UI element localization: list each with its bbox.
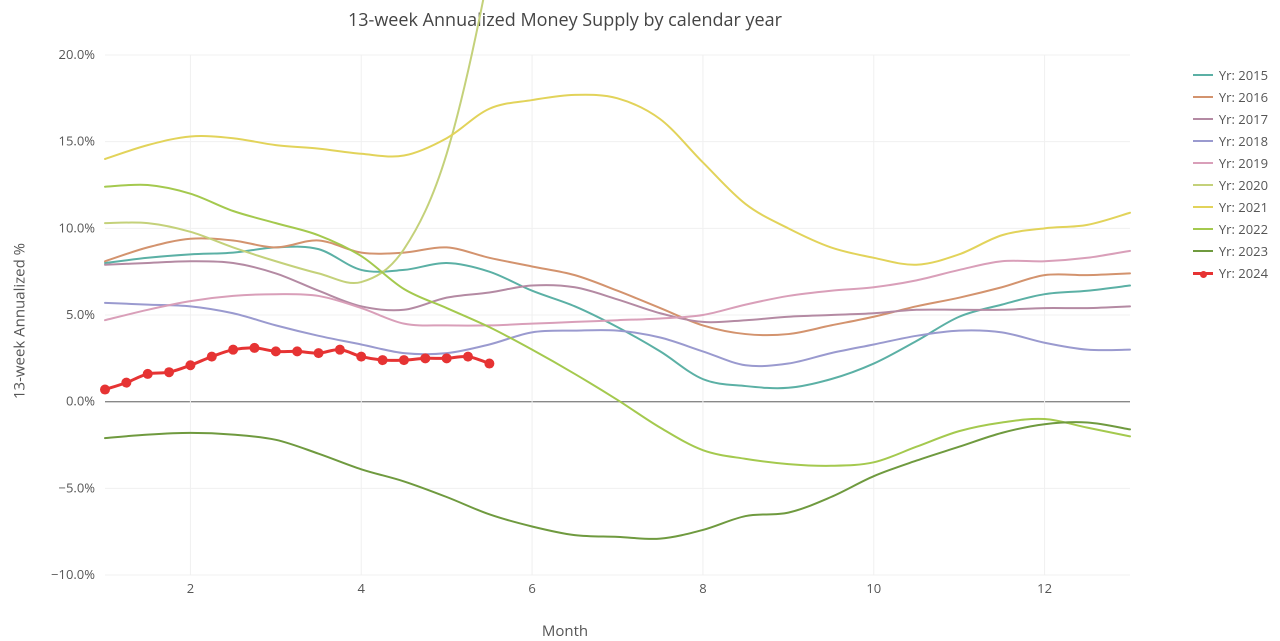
svg-text:10: 10: [866, 579, 881, 597]
plot-area: −10.0%−5.0%0.0%5.0%10.0%15.0%20.0%246810…: [105, 55, 1130, 595]
legend-swatch: [1193, 184, 1213, 186]
legend-item[interactable]: Yr: 2022: [1193, 220, 1268, 238]
y-axis-label: 13-week Annualized %: [9, 242, 29, 398]
legend-label: Yr: 2024: [1219, 264, 1268, 282]
legend-label: Yr: 2018: [1219, 132, 1268, 150]
legend-item[interactable]: Yr: 2021: [1193, 198, 1268, 216]
legend-swatch: [1193, 162, 1213, 164]
legend-swatch: [1193, 206, 1213, 208]
legend-item[interactable]: Yr: 2018: [1193, 132, 1268, 150]
legend-label: Yr: 2023: [1219, 242, 1268, 260]
legend-item[interactable]: Yr: 2020: [1193, 176, 1268, 194]
legend-swatch: [1193, 140, 1213, 142]
legend-label: Yr: 2020: [1219, 176, 1268, 194]
legend-label: Yr: 2015: [1219, 66, 1268, 84]
legend-item[interactable]: Yr: 2015: [1193, 66, 1268, 84]
legend-item[interactable]: Yr: 2024: [1193, 264, 1268, 282]
svg-text:8: 8: [699, 579, 706, 597]
legend-swatch: [1193, 74, 1213, 76]
legend-swatch: [1193, 118, 1213, 120]
svg-text:10.0%: 10.0%: [59, 218, 96, 236]
legend-item[interactable]: Yr: 2023: [1193, 242, 1268, 260]
chart-title: 13-week Annualized Money Supply by calen…: [0, 8, 1130, 32]
svg-text:−5.0%: −5.0%: [59, 478, 96, 496]
chart-svg: −10.0%−5.0%0.0%5.0%10.0%15.0%20.0%246810…: [105, 55, 1130, 595]
legend-label: Yr: 2022: [1219, 220, 1268, 238]
svg-text:15.0%: 15.0%: [59, 132, 96, 150]
svg-text:20.0%: 20.0%: [59, 45, 96, 63]
svg-text:12: 12: [1037, 579, 1052, 597]
chart-container: 13-week Annualized Money Supply by calen…: [0, 0, 1280, 641]
legend-item[interactable]: Yr: 2016: [1193, 88, 1268, 106]
svg-text:4: 4: [358, 579, 366, 597]
x-axis-label: Month: [0, 621, 1130, 641]
legend-label: Yr: 2017: [1219, 110, 1268, 128]
legend-swatch: [1193, 272, 1213, 275]
svg-text:0.0%: 0.0%: [66, 392, 95, 410]
legend-label: Yr: 2019: [1219, 154, 1268, 172]
legend-swatch: [1193, 96, 1213, 98]
legend-label: Yr: 2021: [1219, 198, 1268, 216]
legend-item[interactable]: Yr: 2019: [1193, 154, 1268, 172]
svg-text:−10.0%: −10.0%: [51, 565, 95, 583]
svg-text:5.0%: 5.0%: [66, 305, 95, 323]
legend-item[interactable]: Yr: 2017: [1193, 110, 1268, 128]
legend-swatch: [1193, 228, 1213, 230]
svg-text:6: 6: [528, 579, 535, 597]
svg-text:2: 2: [187, 579, 194, 597]
legend-label: Yr: 2016: [1219, 88, 1268, 106]
legend-swatch: [1193, 250, 1213, 252]
legend: Yr: 2015 Yr: 2016 Yr: 2017 Yr: 2018 Yr: 2019…: [1193, 66, 1268, 286]
